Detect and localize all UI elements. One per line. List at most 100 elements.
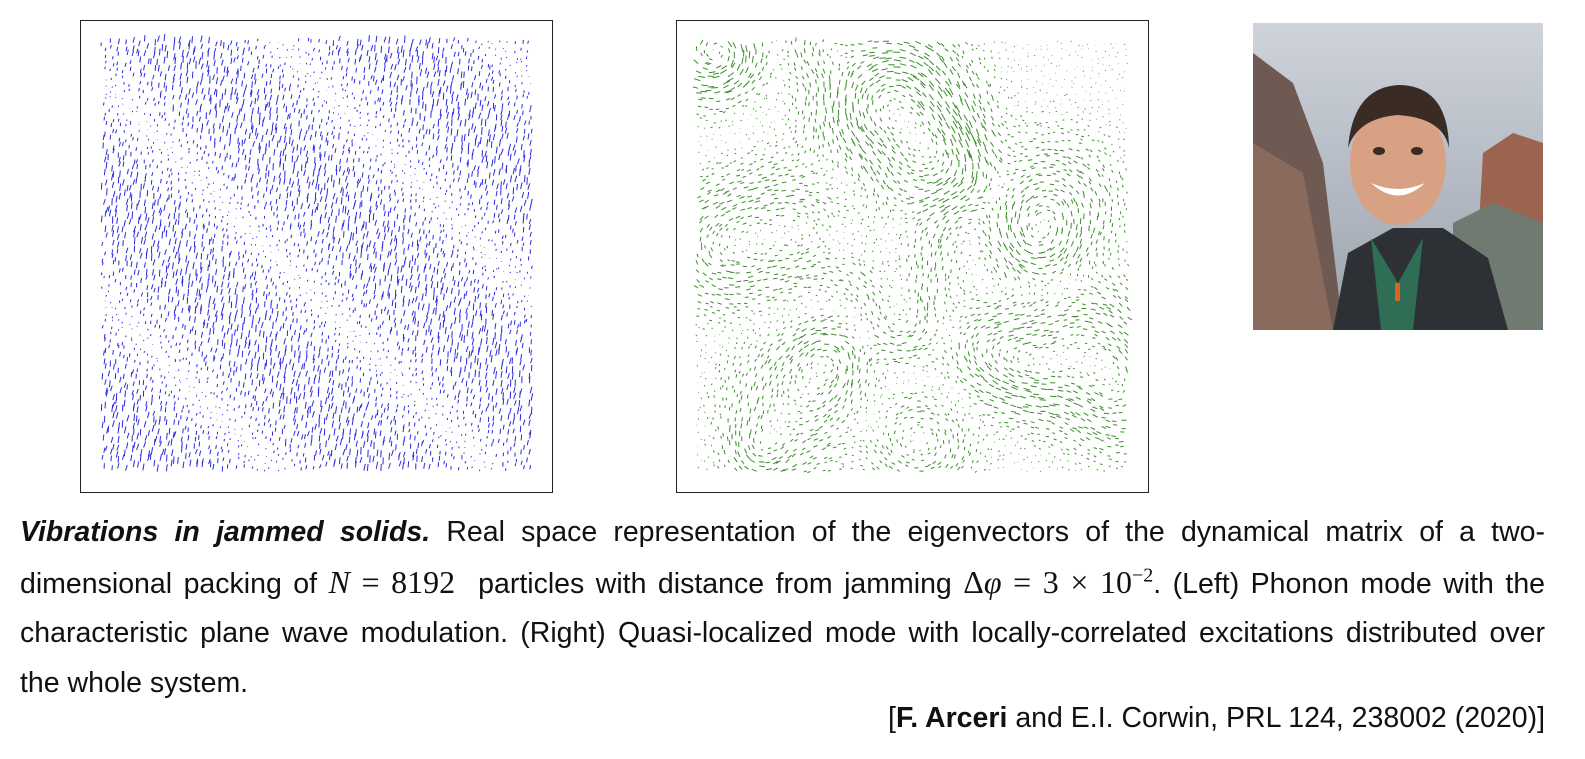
arrow — [132, 381, 135, 387]
arrow — [736, 394, 738, 397]
arrow — [290, 437, 293, 444]
arrow — [816, 463, 820, 465]
arrow — [443, 460, 445, 465]
arrow — [173, 231, 177, 238]
arrow — [445, 171, 448, 176]
arrow — [477, 279, 480, 284]
arrow — [369, 90, 372, 94]
arrow — [261, 134, 264, 142]
arrow — [352, 165, 355, 172]
arrow — [238, 147, 240, 154]
arrow — [200, 43, 204, 49]
arrow — [777, 338, 782, 342]
arrow — [352, 232, 354, 241]
arrow — [774, 106, 776, 108]
arrow — [491, 422, 495, 427]
arrow — [279, 177, 281, 185]
arrow — [735, 286, 741, 288]
arrow — [429, 178, 432, 182]
arrow — [747, 152, 751, 155]
arrow — [118, 192, 121, 200]
arrow — [181, 409, 183, 413]
arrow — [137, 461, 140, 468]
arrow — [495, 402, 498, 408]
arrow — [382, 220, 385, 227]
arrow — [806, 259, 812, 263]
arrow — [782, 374, 786, 379]
arrow — [121, 454, 125, 460]
arrow — [305, 421, 308, 429]
arrow — [177, 172, 180, 176]
arrow — [339, 246, 342, 253]
arrow — [289, 398, 292, 405]
arrow — [284, 349, 287, 357]
arrow — [299, 128, 303, 134]
arrow — [519, 405, 523, 412]
arrow — [789, 355, 794, 361]
arrow — [133, 237, 136, 245]
arrow — [526, 213, 528, 220]
arrow — [214, 280, 217, 288]
arrow — [271, 391, 274, 398]
arrow — [397, 58, 401, 65]
arrow — [330, 154, 333, 161]
arrow — [410, 193, 413, 197]
arrow — [805, 247, 810, 251]
arrow — [760, 448, 764, 451]
arrow — [151, 172, 154, 177]
arrow — [146, 97, 149, 101]
arrow — [135, 261, 138, 269]
arrow — [283, 406, 285, 413]
arrow — [237, 70, 239, 78]
arrow — [423, 196, 425, 199]
arrow — [349, 448, 351, 456]
arrow — [415, 87, 419, 94]
arrow — [813, 149, 816, 153]
arrow — [516, 109, 519, 115]
arrow — [313, 47, 315, 52]
arrow — [757, 140, 759, 143]
arrow — [320, 248, 323, 254]
arrow — [213, 303, 216, 310]
arrow — [487, 100, 490, 107]
arrow — [131, 50, 134, 57]
arrow — [326, 140, 329, 146]
arrow — [145, 268, 148, 276]
arrow — [116, 226, 119, 233]
arrow — [751, 310, 754, 312]
arrow — [296, 144, 299, 151]
arrow — [520, 449, 522, 455]
arrow — [384, 58, 387, 65]
arrow — [706, 234, 710, 238]
arrow — [440, 247, 443, 252]
arrow — [725, 209, 731, 214]
arrow — [244, 373, 247, 380]
arrow — [327, 116, 330, 120]
arrow — [752, 108, 755, 110]
arrow — [730, 97, 735, 101]
arrow — [421, 370, 424, 375]
arrow — [478, 328, 482, 335]
arrow — [481, 178, 484, 186]
arrow — [291, 139, 294, 147]
arrow — [170, 345, 172, 348]
arrow — [710, 356, 713, 359]
arrow — [368, 299, 371, 304]
arrow — [500, 95, 503, 101]
arrow — [464, 185, 467, 191]
arrow — [130, 371, 133, 377]
arrow — [747, 354, 750, 358]
arrow — [438, 381, 441, 386]
arrow — [746, 394, 749, 399]
arrow — [792, 137, 795, 140]
arrow — [367, 253, 369, 261]
arrow — [423, 462, 426, 469]
arrow — [238, 381, 240, 387]
arrow — [228, 261, 231, 267]
arrow — [452, 37, 456, 42]
arrow — [431, 382, 434, 386]
arrow — [757, 71, 761, 76]
arrow — [207, 377, 209, 380]
arrow — [515, 136, 518, 143]
